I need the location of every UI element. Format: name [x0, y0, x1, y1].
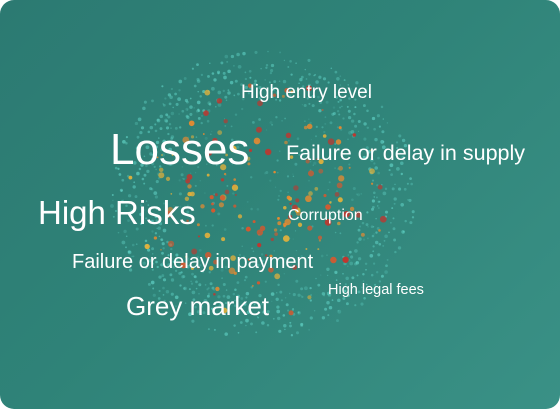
word-high-entry-level: High entry level — [241, 82, 372, 103]
word-high-risks: High Risks — [38, 194, 196, 231]
word-failure-supply: Failure or delay in supply — [286, 141, 526, 165]
word-grey-market: Grey market — [126, 291, 270, 321]
word-losses: Losses — [110, 125, 250, 174]
word-failure-payment: Failure or delay in payment — [72, 251, 314, 273]
word-corruption: Corruption — [288, 207, 363, 224]
word-high-legal-fees: High legal fees — [328, 282, 424, 298]
